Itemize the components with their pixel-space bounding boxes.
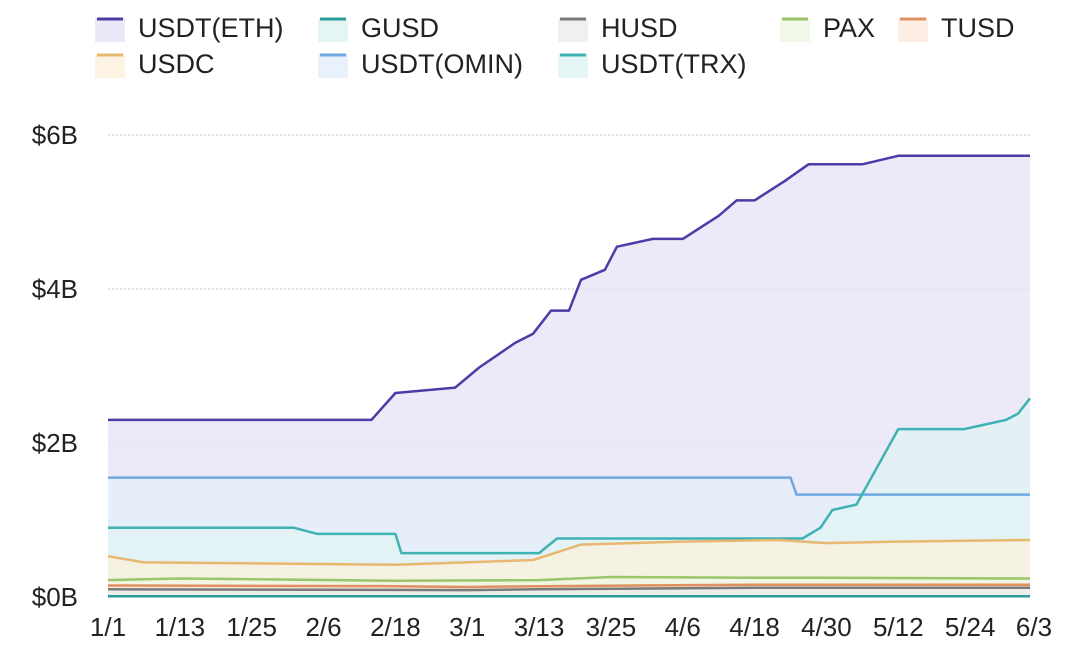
- x-tick-label: 3/13: [514, 612, 565, 642]
- x-tick-label: 5/12: [873, 612, 924, 642]
- x-tick-label: 3/25: [586, 612, 637, 642]
- legend-label-husd: HUSD: [601, 13, 678, 43]
- legend-swatch-usdc: [95, 54, 125, 78]
- legend-label-tusd: TUSD: [941, 13, 1015, 43]
- legend-swatch-usdt-eth-: [95, 18, 125, 42]
- series-line-usdt-omin-: [108, 476, 1030, 496]
- y-tick-label: $2B: [32, 428, 78, 458]
- x-tick-label: 6/3: [1016, 612, 1052, 642]
- x-tick-label: 4/18: [729, 612, 780, 642]
- y-tick-label: $6B: [32, 120, 78, 150]
- x-tick-label: 3/1: [449, 612, 485, 642]
- legend-label-usdt-eth-: USDT(ETH): [138, 13, 283, 43]
- x-tick-label: 1/13: [155, 612, 206, 642]
- legend-swatch-usdt-trx-: [558, 54, 588, 78]
- legend-swatch-gusd: [318, 18, 348, 42]
- x-tick-label: 2/18: [370, 612, 421, 642]
- legend-swatch-usdt-omin-: [318, 54, 348, 78]
- series-line-usdc: [107, 538, 1031, 566]
- x-tick-label: 5/24: [945, 612, 996, 642]
- x-tick-label: 4/30: [801, 612, 852, 642]
- legend-label-usdt-trx-: USDT(TRX): [601, 49, 746, 79]
- y-tick-label: $4B: [32, 274, 78, 304]
- legend-swatch-tusd: [898, 18, 928, 42]
- series-line-pax: [107, 575, 1031, 583]
- legend-label-usdc: USDC: [138, 49, 215, 79]
- series-line-tusd: [107, 583, 1030, 589]
- series-line-usdt-eth-: [108, 154, 1030, 422]
- legend-label-gusd: GUSD: [361, 13, 439, 43]
- x-tick-label: 4/6: [665, 612, 701, 642]
- y-tick-label: $0B: [32, 582, 78, 612]
- series-line-husd: [107, 586, 1030, 592]
- legend-label-usdt-omin-: USDT(OMIN): [361, 49, 523, 79]
- x-tick-label: 1/25: [226, 612, 277, 642]
- x-tick-label: 2/6: [305, 612, 341, 642]
- x-tick-label: 1/1: [90, 612, 126, 642]
- legend-label-pax: PAX: [823, 13, 875, 43]
- legend-swatch-pax: [780, 18, 810, 42]
- legend-swatch-husd: [558, 18, 588, 42]
- series-line-usdt-trx-: [108, 397, 1031, 555]
